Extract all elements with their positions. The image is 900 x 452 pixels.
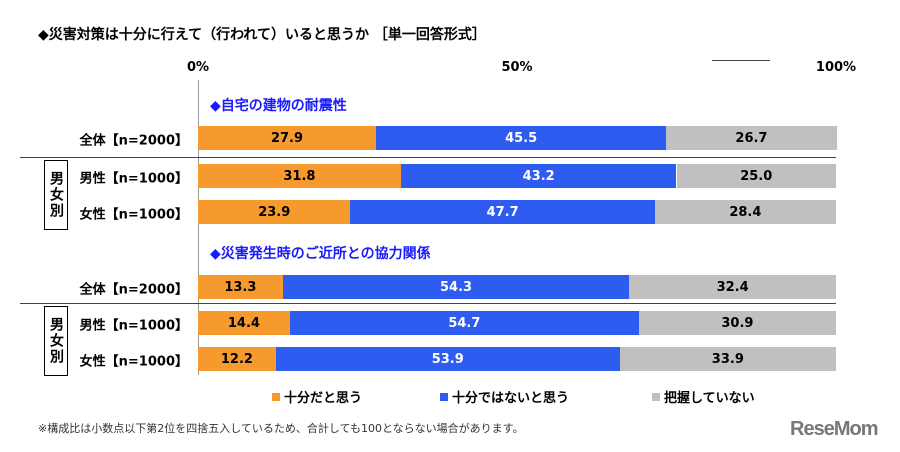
bar-segment-3: 30.9 xyxy=(638,311,836,335)
legend-item: 把握していない xyxy=(652,387,755,406)
divider-line xyxy=(20,303,836,304)
row-label: 女性【n=1000】 xyxy=(79,354,188,370)
legend-label: 把握していない xyxy=(664,391,755,406)
bar-segment-3: 32.4 xyxy=(629,275,836,299)
legend-label: 十分だと思う xyxy=(284,391,363,406)
legend-swatch xyxy=(440,392,448,401)
bar-segment-1: 23.9 xyxy=(198,200,351,224)
row-label: 男性【n=1000】 xyxy=(79,318,188,334)
bar-segment-1: 27.9 xyxy=(198,126,376,150)
axis-line xyxy=(198,80,199,375)
bar-segment-1: 14.4 xyxy=(198,311,290,335)
row-label: 全体【n=2000】 xyxy=(79,282,188,298)
legend-swatch xyxy=(272,392,280,401)
bar-segment-1: 31.8 xyxy=(198,164,401,188)
divider-line xyxy=(20,157,836,158)
bar-segment-3: 33.9 xyxy=(619,347,836,371)
chart-title: ◆災害対策は十分に行えて（行われて）いると思うか ［単一回答形式］ xyxy=(38,27,486,43)
section-title: ◆自宅の建物の耐震性 xyxy=(210,98,347,114)
bar-segment-2: 43.2 xyxy=(400,164,677,188)
bar-segment-1: 13.3 xyxy=(198,275,283,299)
bar-segment-2: 47.7 xyxy=(350,200,655,224)
row-label: 全体【n=2000】 xyxy=(79,133,188,149)
bar-segment-3: 25.0 xyxy=(676,164,836,188)
bar-segment-2: 54.7 xyxy=(289,311,639,335)
bar-segment-3: 28.4 xyxy=(654,200,836,224)
group-label: 男女別 xyxy=(44,306,68,376)
tick-label: 100% xyxy=(815,60,857,75)
legend-item: 十分ではないと思う xyxy=(440,387,569,406)
row-label: 女性【n=1000】 xyxy=(79,207,188,223)
tick-label: 0% xyxy=(186,60,210,75)
group-label: 男女別 xyxy=(44,160,68,230)
legend-swatch xyxy=(652,392,660,401)
footnote: ※構成比は小数点以下第2位を四捨五入しているため、合計しても100とならない場合… xyxy=(38,422,524,435)
decor-line xyxy=(712,60,770,61)
bar-segment-2: 53.9 xyxy=(275,347,620,371)
row-label: 男性【n=1000】 xyxy=(79,171,188,187)
bar-segment-2: 45.5 xyxy=(376,126,667,150)
legend-item: 十分だと思う xyxy=(272,387,362,406)
tick-label: 50% xyxy=(501,60,533,75)
bar-segment-1: 12.2 xyxy=(198,347,276,371)
bar-segment-2: 54.3 xyxy=(282,275,630,299)
bar-segment-3: 26.7 xyxy=(666,126,837,150)
legend-label: 十分ではないと思う xyxy=(452,391,570,406)
section-title: ◆災害発生時のご近所との協力関係 xyxy=(210,246,431,262)
logo: ReseMom xyxy=(790,418,878,440)
